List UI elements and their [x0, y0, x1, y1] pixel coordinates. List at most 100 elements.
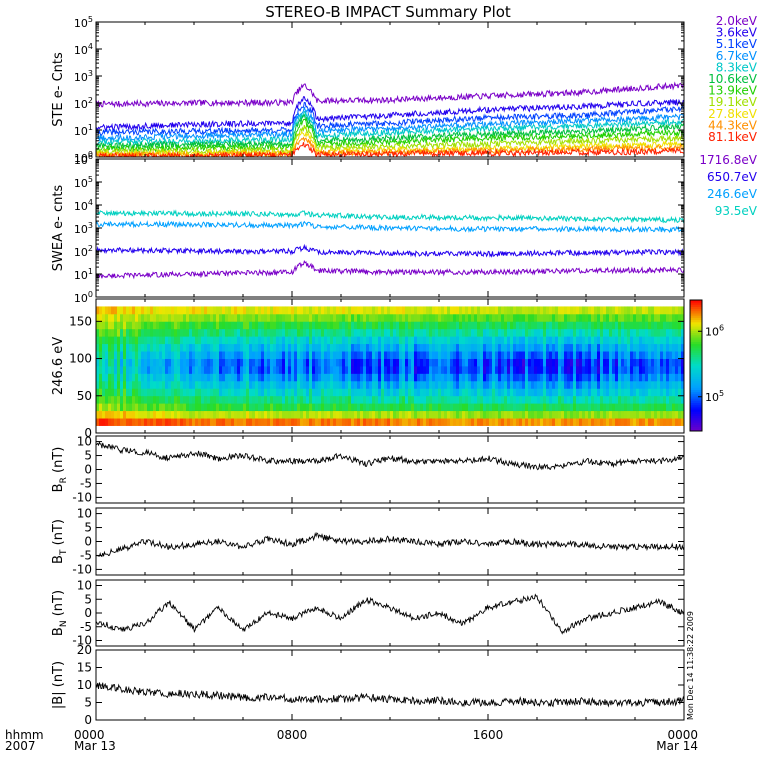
- heatmap-cell: [99, 358, 103, 367]
- heatmap-cell: [459, 373, 463, 382]
- heatmap-cell: [300, 373, 304, 382]
- heatmap-cell: [453, 351, 457, 359]
- ste-series-line: [96, 106, 684, 143]
- heatmap-cell: [381, 306, 385, 315]
- heatmap-cell: [342, 388, 346, 397]
- heatmap-cell: [228, 418, 232, 426]
- heatmap-cell: [249, 395, 253, 404]
- heatmap-cell: [483, 388, 487, 397]
- heatmap-cell: [615, 418, 619, 426]
- colorbar-segment: [690, 328, 702, 331]
- heatmap-cell: [615, 351, 619, 359]
- heatmap-cell: [144, 343, 148, 352]
- heatmap-cell: [615, 366, 619, 374]
- heatmap-cell: [315, 373, 319, 382]
- heatmap-cell: [222, 373, 226, 382]
- heatmap-cell: [651, 358, 655, 367]
- heatmap-cell: [111, 403, 115, 412]
- heatmap-cell: [351, 403, 355, 412]
- heatmap-cell: [423, 418, 427, 426]
- heatmap-cell: [474, 366, 478, 374]
- heatmap-cell: [198, 403, 202, 412]
- heatmap-cell: [558, 373, 562, 382]
- heatmap-cell: [105, 358, 109, 367]
- heatmap-cell: [372, 336, 376, 345]
- heatmap-cell: [186, 306, 190, 315]
- plot-title: STEREO-B IMPACT Summary Plot: [265, 3, 511, 21]
- heatmap-cell: [324, 418, 328, 426]
- heatmap-cell: [552, 313, 556, 322]
- heatmap-cell: [411, 313, 415, 322]
- heatmap-cell: [282, 388, 286, 397]
- heatmap-cell: [678, 410, 682, 419]
- heatmap-cell: [570, 358, 574, 367]
- heatmap-cell: [654, 380, 658, 389]
- heatmap-cell: [267, 418, 271, 426]
- heatmap-cell: [192, 418, 196, 426]
- heatmap-cell: [402, 328, 406, 337]
- heatmap-cell: [177, 351, 181, 359]
- heatmap-cell: [567, 336, 571, 345]
- heatmap-cell: [258, 358, 262, 367]
- heatmap-cell: [603, 343, 607, 352]
- heatmap-cell: [192, 395, 196, 404]
- heatmap-cell: [219, 351, 223, 359]
- heatmap-cell: [249, 388, 253, 397]
- heatmap-cell: [426, 403, 430, 412]
- heatmap-cell: [216, 358, 220, 367]
- heatmap-cell: [180, 403, 184, 412]
- heatmap-cell: [489, 388, 493, 397]
- heatmap-cell: [618, 306, 622, 315]
- heatmap-cell: [168, 358, 172, 367]
- heatmap-cell: [540, 380, 544, 389]
- br-y-label: BR (nT): [51, 447, 69, 493]
- heatmap-cell: [444, 373, 448, 382]
- heatmap-cell: [369, 321, 373, 330]
- heatmap-cell: [429, 336, 433, 345]
- heatmap-cell: [177, 328, 181, 337]
- heatmap-cell: [441, 328, 445, 337]
- heatmap-cell: [456, 388, 460, 397]
- heatmap-cell: [243, 366, 247, 374]
- heatmap-cell: [381, 336, 385, 345]
- heatmap-cell: [624, 388, 628, 397]
- heatmap-cell: [318, 328, 322, 337]
- heatmap-cell: [546, 380, 550, 389]
- y-label-unit: (nT): [51, 447, 66, 477]
- heatmap-cell: [306, 358, 310, 367]
- heatmap-cell: [120, 410, 124, 419]
- heatmap-cell: [210, 328, 214, 337]
- heatmap-cell: [507, 373, 511, 382]
- heatmap-cell: [231, 306, 235, 315]
- heatmap-cell: [654, 321, 658, 330]
- heatmap-cell: [474, 373, 478, 382]
- heatmap-cell: [402, 313, 406, 322]
- heatmap-cell: [174, 380, 178, 389]
- heatmap-cell: [168, 403, 172, 412]
- heatmap-cell: [234, 343, 238, 352]
- heatmap-cell: [147, 313, 151, 322]
- heatmap-cell: [537, 403, 541, 412]
- y-label-main: B: [51, 627, 66, 636]
- heatmap-cell: [447, 403, 451, 412]
- heatmap-cell: [663, 380, 667, 389]
- heatmap-cell: [618, 328, 622, 337]
- heatmap-cell: [213, 351, 217, 359]
- heatmap-cell: [510, 388, 514, 397]
- heatmap-cell: [144, 313, 148, 322]
- heatmap-cell: [402, 321, 406, 330]
- heatmap-cell: [588, 336, 592, 345]
- heatmap-cell: [246, 321, 250, 330]
- heatmap-cell: [480, 306, 484, 315]
- heatmap-cell: [405, 388, 409, 397]
- heatmap-cell: [507, 395, 511, 404]
- heatmap-cell: [504, 388, 508, 397]
- heatmap-cell: [591, 373, 595, 382]
- heatmap-cell: [420, 313, 424, 322]
- heatmap-cell: [162, 321, 166, 330]
- heatmap-cell: [633, 418, 637, 426]
- heatmap-cell: [549, 410, 553, 419]
- heatmap-cell: [606, 328, 610, 337]
- heatmap-cell: [564, 366, 568, 374]
- heatmap-cell: [147, 373, 151, 382]
